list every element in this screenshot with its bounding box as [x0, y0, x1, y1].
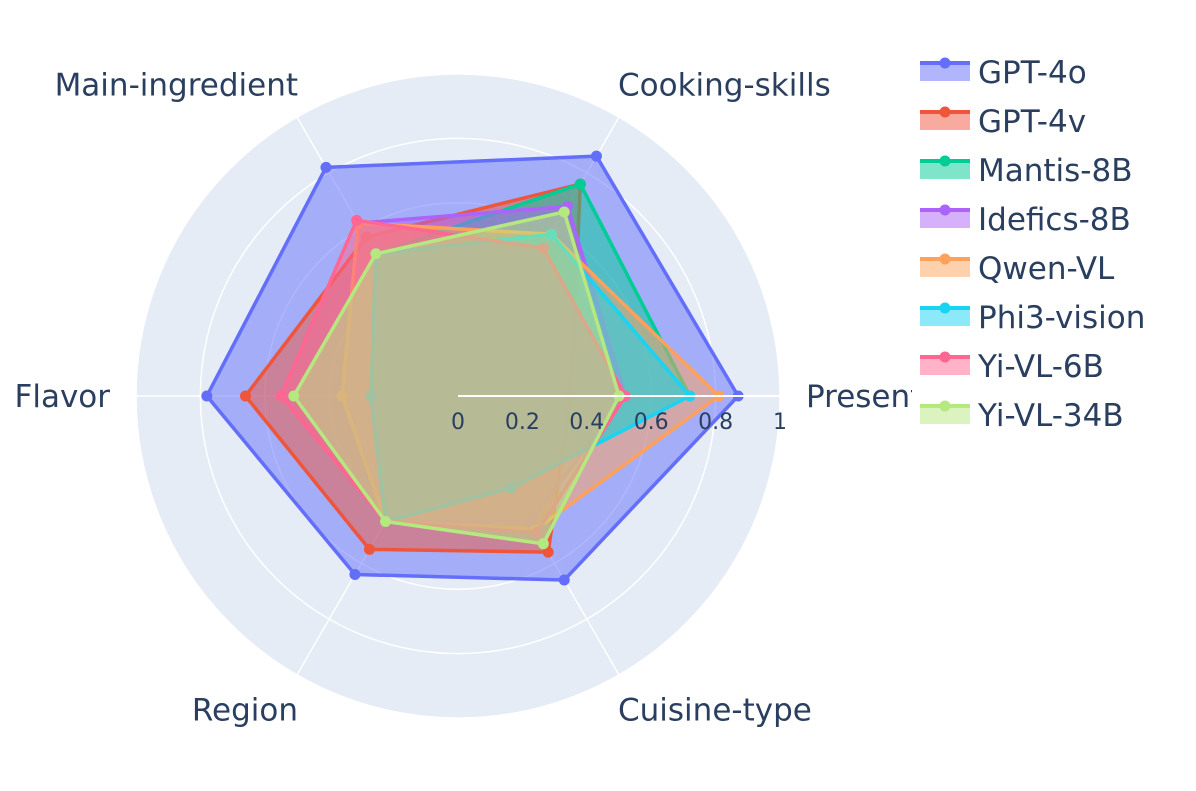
axis-label-presentation: Presentation: [806, 379, 1001, 415]
legend-marker: [939, 204, 951, 216]
legend-label: Yi-VL-34B: [977, 398, 1124, 434]
data-point[interactable]: [239, 390, 251, 402]
data-point[interactable]: [590, 150, 602, 162]
data-point[interactable]: [542, 546, 554, 558]
legend-item[interactable]: Mantis-8B: [920, 153, 1133, 189]
legend-marker: [939, 400, 951, 412]
plot-area: 0 0.2 0.4 0.6 0.8 1 Presentation Cooking-skill…: [15, 68, 1001, 729]
radial-tick-label: 0: [451, 410, 465, 435]
legend-label: Idefics-8B: [978, 202, 1131, 238]
legend-label: Qwen-VL: [978, 251, 1115, 287]
legend-swatch: [920, 308, 970, 326]
radial-tick-label: 0.4: [569, 410, 604, 435]
legend-marker: [939, 155, 951, 167]
data-point[interactable]: [558, 206, 570, 218]
data-point[interactable]: [275, 390, 287, 402]
legend-marker: [939, 57, 951, 69]
legend-label: GPT-4v: [978, 104, 1086, 140]
legend-label: Mantis-8B: [978, 153, 1133, 189]
radial-tick-label: 0.6: [634, 410, 669, 435]
radial-tick-label: 0.2: [505, 410, 540, 435]
legend-label: Phi3-vision: [978, 300, 1145, 336]
data-point[interactable]: [351, 214, 363, 226]
legend[interactable]: GPT-4o GPT-4v Mantis-8B Idefics-8B Qwen-VL Ph…: [920, 55, 1145, 434]
data-point[interactable]: [537, 538, 549, 550]
data-point[interactable]: [288, 390, 300, 402]
axis-label-main-ingredient: Main-ingredient: [55, 68, 298, 104]
legend-marker: [939, 253, 951, 265]
legend-swatch: [920, 210, 970, 228]
axis-label-cooking-skills: Cooking-skills: [618, 68, 831, 104]
legend-item[interactable]: Qwen-VL: [920, 251, 1115, 287]
legend-marker: [939, 302, 951, 314]
data-point[interactable]: [558, 574, 570, 586]
data-point[interactable]: [349, 568, 361, 580]
data-point[interactable]: [201, 390, 213, 402]
legend-swatch: [920, 259, 970, 277]
legend-label: GPT-4o: [978, 55, 1087, 91]
legend-item[interactable]: Yi-VL-6B: [920, 349, 1104, 385]
data-point[interactable]: [370, 248, 382, 260]
radial-tick-labels: 0 0.2 0.4 0.6 0.8 1: [451, 395, 787, 435]
data-point[interactable]: [574, 178, 586, 190]
legend-item[interactable]: GPT-4o: [920, 55, 1087, 91]
legend-item[interactable]: GPT-4v: [920, 104, 1086, 140]
axis-label-flavor: Flavor: [15, 379, 111, 415]
legend-swatch: [920, 63, 970, 81]
legend-item[interactable]: Idefics-8B: [920, 202, 1131, 238]
axis-label-cuisine-type: Cuisine-type: [618, 692, 812, 728]
series-layer: [201, 150, 744, 586]
legend-marker: [939, 351, 951, 363]
legend-swatch: [920, 357, 970, 375]
legend-swatch: [920, 406, 970, 424]
data-point[interactable]: [363, 543, 375, 555]
legend-label: Yi-VL-6B: [977, 349, 1104, 385]
radial-tick-label: 1: [773, 410, 787, 435]
legend-item[interactable]: Phi3-vision: [920, 300, 1145, 336]
legend-item[interactable]: Yi-VL-34B: [920, 398, 1124, 434]
legend-marker: [939, 106, 951, 118]
data-point[interactable]: [320, 161, 332, 173]
series-yi-vl-34b[interactable]: [288, 206, 625, 550]
legend-swatch: [920, 161, 970, 179]
radial-tick-label: 0.8: [698, 410, 733, 435]
angular-axis-labels: Presentation Cooking-skills Main-ingredien…: [15, 68, 1001, 729]
legend-swatch: [920, 112, 970, 130]
axis-label-region: Region: [192, 692, 298, 728]
data-point[interactable]: [380, 515, 392, 527]
